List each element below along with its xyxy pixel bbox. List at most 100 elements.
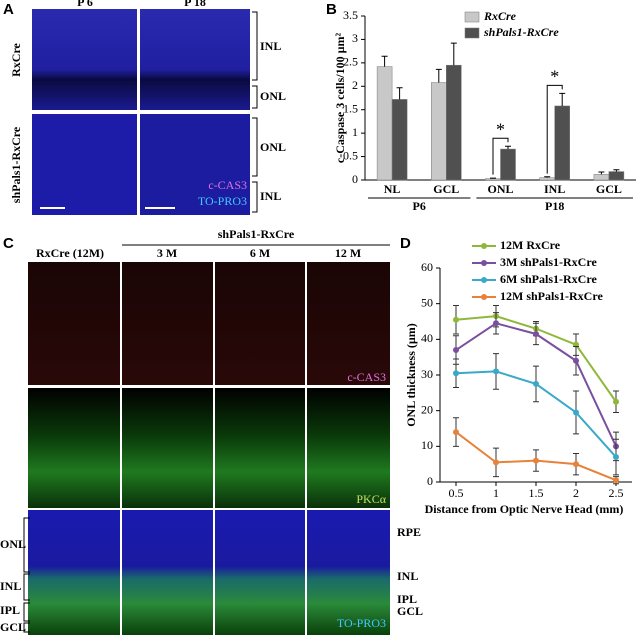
- layer-label: ONL: [0, 537, 26, 551]
- panel-label: D: [400, 235, 411, 252]
- legend-label: 3M shPals1-RxCre: [500, 255, 597, 269]
- panel-label: A: [3, 1, 14, 18]
- column-label: 3 M: [157, 246, 177, 260]
- error-bar: [505, 145, 511, 150]
- bar: [446, 64, 462, 181]
- x-tick-label: 2: [573, 486, 579, 500]
- x-tick-label: 1: [493, 486, 499, 500]
- legend-label: RxCre: [483, 9, 517, 23]
- y-tick-label: 2: [352, 78, 358, 92]
- micrograph: [215, 262, 305, 385]
- micrograph: [307, 388, 390, 508]
- point: [613, 454, 619, 461]
- bar: [539, 177, 555, 181]
- micrograph: [307, 510, 390, 635]
- point: [613, 477, 619, 484]
- point: [493, 368, 499, 375]
- point: [533, 380, 539, 387]
- panel-label: B: [326, 1, 337, 18]
- error-bar: [450, 42, 457, 66]
- layer-label: ONL: [260, 89, 286, 103]
- micrograph: [140, 114, 250, 215]
- error-bar: [396, 87, 403, 100]
- x-tick-label: GCL: [433, 182, 459, 196]
- y-tick-label: 40: [421, 331, 433, 345]
- layer-bracket: [252, 11, 258, 213]
- y-tick-label: 1: [352, 125, 358, 139]
- point: [533, 330, 539, 337]
- layer-bracket: [23, 517, 30, 633]
- point: [453, 370, 459, 377]
- annotation: *: [550, 66, 559, 86]
- point: [453, 347, 459, 354]
- group-label: shPals1-RxCre: [218, 227, 295, 241]
- x-tick-label: 0.5: [449, 486, 464, 500]
- bar: [376, 66, 393, 181]
- y-tick-label: 0.5: [343, 148, 358, 162]
- column-label: P 18: [184, 0, 206, 9]
- x-axis-label: Distance from Optic Nerve Head (mm): [425, 502, 624, 516]
- legend-marker: [481, 294, 487, 300]
- point: [613, 398, 619, 405]
- error-bar: [381, 55, 388, 67]
- micrograph: [28, 388, 120, 508]
- x-tick-label: NL: [384, 182, 401, 196]
- stain-label: c-CAS3: [208, 178, 247, 192]
- significance-bracket: [546, 84, 563, 174]
- column-label: P 6: [77, 0, 93, 9]
- layer-label: IPL: [397, 592, 417, 606]
- x-tick-label: 1.5: [529, 486, 544, 500]
- group-label: P6: [413, 199, 426, 213]
- x-tick-label: GCL: [596, 182, 622, 196]
- error-bar: [544, 176, 551, 178]
- column-label: 6 M: [250, 246, 270, 260]
- micrograph: [28, 262, 120, 385]
- point: [453, 429, 459, 436]
- error-bar: [598, 171, 605, 175]
- point: [453, 316, 459, 323]
- layer-label: GCL: [397, 604, 423, 618]
- row-label: shPals1-RxCre: [9, 126, 23, 203]
- panel-label: C: [3, 235, 14, 252]
- legend-label: 12M RxCre: [500, 238, 561, 252]
- bar: [593, 174, 610, 181]
- point: [573, 357, 579, 364]
- y-tick-label: 60: [421, 260, 433, 274]
- group-label: P18: [545, 199, 564, 213]
- stain-label: TO-PRO3: [198, 194, 247, 208]
- micrograph: [307, 262, 390, 385]
- micrograph: [122, 510, 213, 635]
- y-axis-label: c-Caspase 3 cells/100 µm²: [333, 33, 347, 164]
- y-tick-label: 10: [421, 438, 433, 452]
- bar: [391, 99, 408, 181]
- error-bar: [435, 68, 442, 83]
- error-bar: [559, 92, 566, 106]
- bar: [608, 171, 625, 181]
- micrograph: [28, 510, 120, 635]
- y-tick-label: 1.5: [343, 101, 358, 115]
- x-tick-label: ONL: [487, 182, 513, 196]
- micrograph: [122, 262, 213, 385]
- bar: [485, 178, 501, 181]
- y-tick-label: 2.5: [343, 55, 358, 69]
- layer-label: RPE: [397, 525, 421, 539]
- column-label: 12 M: [335, 246, 361, 260]
- micrograph: [140, 9, 250, 110]
- legend-label: shPals1-RxCre: [483, 25, 559, 39]
- legend-marker: [481, 277, 487, 283]
- row-label: RxCre: [9, 42, 23, 76]
- legend-swatch: [464, 11, 480, 23]
- y-axis-label: ONL thickness (µm): [404, 323, 418, 427]
- y-tick-label: 50: [421, 295, 433, 309]
- y-tick-label: 30: [421, 367, 433, 381]
- y-tick-label: 20: [421, 402, 433, 416]
- legend-label: 6M shPals1-RxCre: [500, 272, 597, 286]
- micrograph: [32, 114, 137, 215]
- layer-label: INL: [260, 189, 281, 203]
- y-tick-label: 3: [352, 31, 358, 45]
- error-bar: [613, 169, 620, 172]
- point: [573, 461, 579, 468]
- legend-marker: [481, 243, 487, 249]
- legend-swatch: [464, 27, 480, 39]
